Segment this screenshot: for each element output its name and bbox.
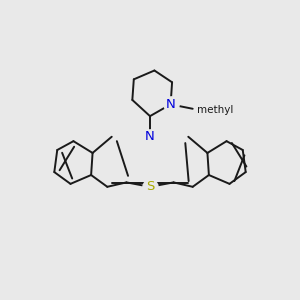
Text: N: N [166,98,176,111]
Text: S: S [146,180,154,193]
Text: N: N [145,130,155,143]
Text: methyl: methyl [197,105,233,115]
